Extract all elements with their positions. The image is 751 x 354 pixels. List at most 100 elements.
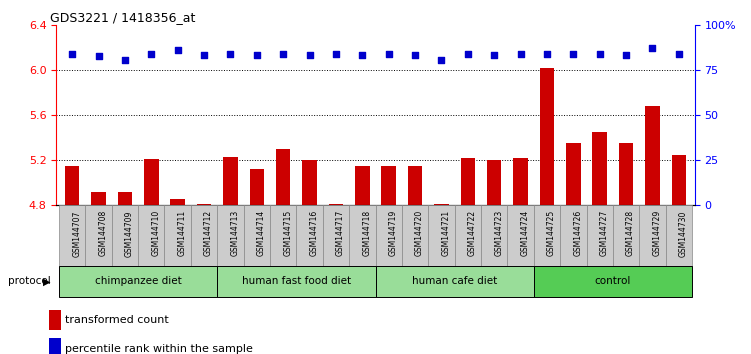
Bar (587, 205, 613, 266)
Point (330, 51, 342, 57)
Text: GSM144729: GSM144729 (653, 210, 662, 256)
Bar (460, 158, 475, 205)
Bar (560, 205, 587, 266)
Point (488, 52, 500, 58)
Bar (665, 205, 692, 266)
Bar (243, 205, 270, 266)
Bar (303, 160, 317, 205)
Text: GSM144720: GSM144720 (415, 210, 424, 256)
Bar (144, 159, 158, 205)
Bar (86, 205, 112, 266)
Text: GSM144725: GSM144725 (547, 210, 556, 256)
Point (92, 53, 104, 59)
Bar (112, 205, 138, 266)
Point (303, 52, 315, 58)
Bar (613, 205, 639, 266)
Bar (645, 106, 659, 205)
Bar (671, 155, 686, 205)
Bar (270, 205, 297, 266)
Point (66, 51, 78, 57)
Point (119, 57, 131, 63)
Text: human fast food diet: human fast food diet (242, 276, 351, 286)
Bar (323, 205, 349, 266)
Text: ▶: ▶ (43, 276, 50, 286)
Text: GSM144711: GSM144711 (178, 210, 187, 256)
Bar (92, 192, 106, 205)
Bar (49, 310, 61, 330)
Bar (408, 166, 422, 205)
Text: GSM144721: GSM144721 (442, 210, 451, 256)
Bar (164, 205, 191, 266)
Bar (619, 143, 633, 205)
Bar (534, 205, 560, 266)
Text: GSM144723: GSM144723 (494, 210, 503, 256)
Point (356, 52, 368, 58)
Bar (217, 205, 243, 266)
Bar (217, 266, 376, 297)
Point (594, 51, 606, 57)
Point (673, 51, 685, 57)
Point (383, 51, 395, 57)
Bar (329, 204, 343, 205)
Text: GSM144728: GSM144728 (626, 210, 635, 256)
Point (145, 51, 157, 57)
Bar (138, 205, 164, 266)
Bar (49, 338, 61, 354)
Bar (566, 143, 581, 205)
Point (251, 52, 263, 58)
Text: GSM144722: GSM144722 (468, 210, 477, 256)
Text: control: control (595, 276, 631, 286)
Text: transformed count: transformed count (65, 315, 169, 325)
Bar (297, 205, 323, 266)
Point (277, 51, 289, 57)
Bar (191, 205, 217, 266)
Text: GSM144717: GSM144717 (336, 210, 345, 256)
Bar (434, 204, 448, 205)
Bar (65, 166, 80, 205)
Text: GDS3221 / 1418356_at: GDS3221 / 1418356_at (50, 11, 195, 24)
Point (436, 57, 448, 63)
Text: GSM144726: GSM144726 (573, 210, 582, 256)
Text: human cafe diet: human cafe diet (412, 276, 497, 286)
Bar (249, 169, 264, 205)
Text: GSM144730: GSM144730 (679, 210, 688, 257)
Point (541, 51, 553, 57)
Point (647, 46, 659, 51)
Text: GSM144718: GSM144718 (362, 210, 371, 256)
Bar (382, 166, 396, 205)
Bar (118, 192, 132, 205)
Bar (355, 166, 369, 205)
Text: GSM144708: GSM144708 (98, 210, 107, 256)
Bar (534, 266, 692, 297)
Bar (593, 132, 607, 205)
Text: GSM144714: GSM144714 (257, 210, 266, 256)
Bar (639, 205, 665, 266)
Bar (487, 160, 502, 205)
Point (567, 51, 579, 57)
Bar (376, 266, 534, 297)
Text: GSM144710: GSM144710 (151, 210, 160, 256)
Text: percentile rank within the sample: percentile rank within the sample (65, 344, 253, 354)
Bar (223, 157, 237, 205)
Bar (170, 199, 185, 205)
Text: GSM144716: GSM144716 (309, 210, 318, 256)
Point (514, 51, 526, 57)
Text: chimpanzee diet: chimpanzee diet (95, 276, 182, 286)
Bar (428, 205, 454, 266)
Point (409, 52, 421, 58)
Bar (59, 205, 86, 266)
Bar (514, 158, 528, 205)
Text: GSM144719: GSM144719 (389, 210, 398, 256)
Text: GSM144709: GSM144709 (125, 210, 134, 257)
Bar (197, 204, 211, 205)
Bar (376, 205, 402, 266)
Point (225, 51, 237, 57)
Bar (481, 205, 508, 266)
Bar (454, 205, 481, 266)
Point (620, 52, 632, 58)
Point (172, 47, 184, 52)
Text: GSM144707: GSM144707 (72, 210, 81, 257)
Bar (540, 68, 554, 205)
Text: GSM144715: GSM144715 (283, 210, 292, 256)
Point (198, 52, 210, 58)
